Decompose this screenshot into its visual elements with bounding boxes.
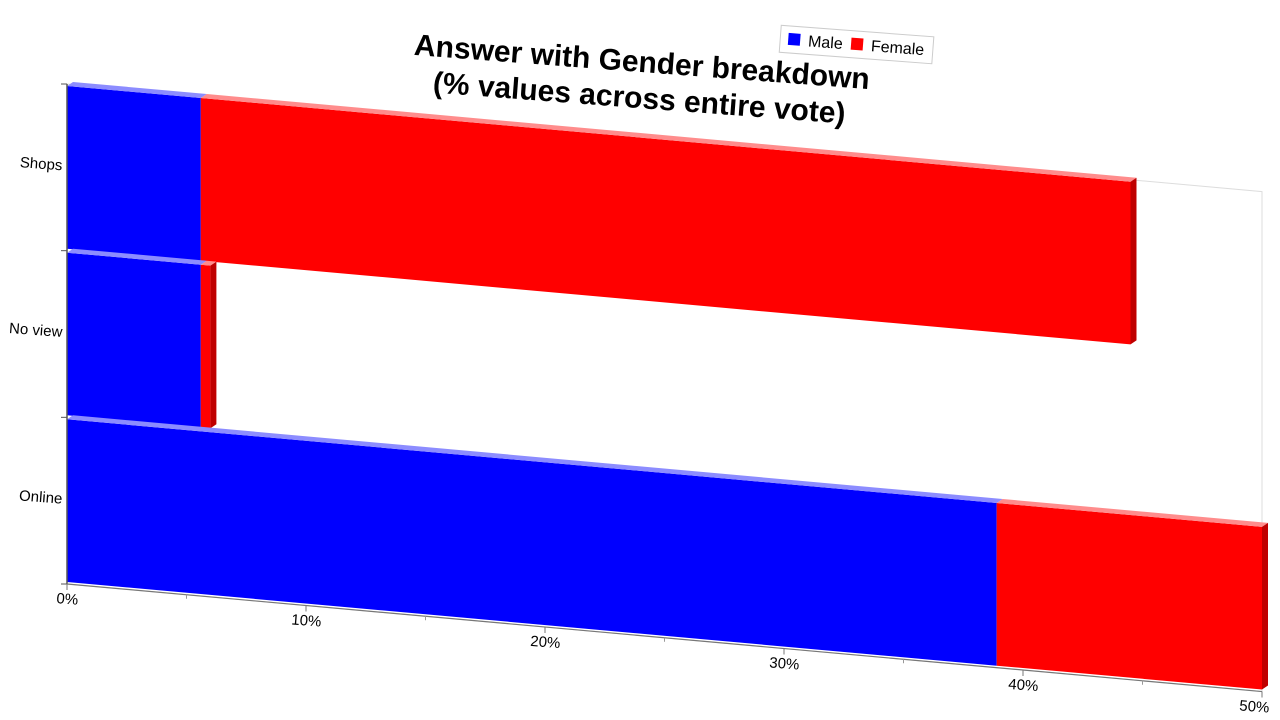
x-tick-label: 50% [1239, 697, 1270, 716]
bar-front [67, 419, 997, 666]
bar-front [996, 503, 1262, 690]
bar-top [67, 248, 207, 265]
legend-swatch-male [787, 32, 801, 46]
bar-front [67, 86, 201, 261]
legend-label-female: Female [870, 38, 925, 59]
bar-side [1262, 522, 1268, 690]
bar-top [67, 82, 207, 98]
bar-side [1130, 177, 1137, 345]
bar-side [210, 261, 217, 429]
category-label-no-view: No view [8, 320, 63, 341]
bar-front [200, 98, 1131, 345]
bar-top [200, 260, 217, 266]
bar-top [996, 499, 1268, 527]
bar-top [200, 94, 1137, 182]
bar-front [200, 264, 211, 429]
legend-label-male: Male [807, 33, 843, 53]
bar-top [67, 415, 1003, 503]
x-tick-label: 0% [56, 590, 79, 609]
category-label-shops: Shops [19, 154, 63, 174]
bar-male-no-view [67, 248, 207, 428]
x-tick-label: 40% [1008, 676, 1039, 695]
category-label-online: Online [18, 487, 63, 507]
x-tick-label: 20% [530, 633, 561, 652]
legend: Male Female [778, 24, 935, 65]
bar-front [67, 252, 201, 428]
bar-female-shops [200, 94, 1137, 345]
legend-swatch-female [850, 37, 864, 51]
bar-male-online [67, 415, 1003, 666]
x-tick-label: 30% [769, 654, 800, 673]
bars [67, 82, 1268, 690]
bar-male-shops [67, 82, 207, 261]
axes: Shops No view Online 0% 10% 20% 30% 40% 50% [8, 83, 1270, 717]
x-tick-label: 10% [291, 611, 322, 630]
bar-female-no-view [200, 260, 217, 429]
bar-female-online [996, 499, 1268, 690]
